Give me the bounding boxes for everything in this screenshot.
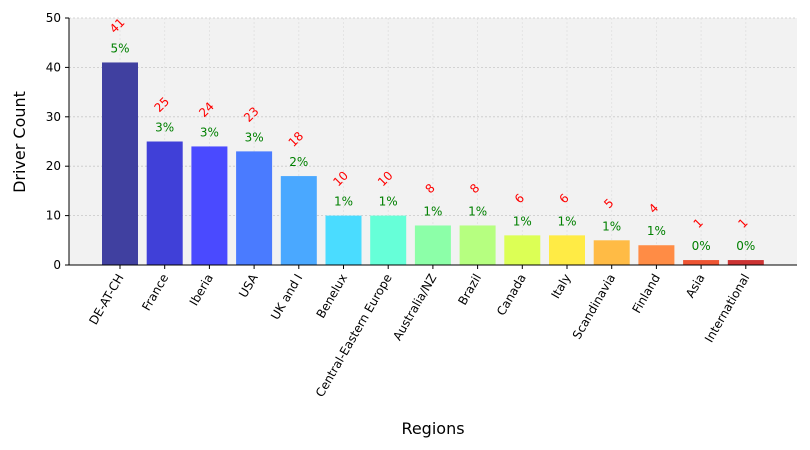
y-axis-title: Driver Count (10, 91, 29, 193)
bar (504, 235, 541, 265)
percent-label: 1% (557, 214, 576, 228)
y-tick-label: 10 (46, 209, 61, 223)
bar (146, 141, 183, 265)
bar (727, 260, 764, 265)
x-tick-label: Brazil (455, 271, 484, 307)
x-tick-label: Canada (494, 272, 529, 319)
x-tick-label: DE-AT-CH (86, 272, 126, 328)
bar (414, 225, 451, 265)
bar (236, 151, 273, 265)
bar (191, 146, 228, 265)
x-tick-label: Finland (629, 272, 663, 316)
percent-label: 1% (468, 204, 487, 218)
x-tick-label: Australia/NZ (390, 272, 439, 343)
percent-label: 3% (155, 121, 174, 135)
x-tick-label: Benelux (314, 272, 350, 321)
bar (102, 62, 138, 266)
percent-label: 5% (110, 41, 129, 55)
x-tick-label: Italy (548, 272, 573, 302)
y-axis-ticks: 0 10 20 30 40 50 (46, 11, 69, 272)
y-tick-label: 0 (53, 258, 61, 272)
percent-label: 3% (245, 130, 264, 144)
percent-label: 3% (200, 125, 219, 139)
percent-label: 1% (647, 224, 666, 238)
x-axis-ticks: DE-AT-CH France Iberia USA UK and I BeneluxCe… (86, 265, 752, 399)
percent-label: 1% (513, 214, 532, 228)
x-tick-label: Scandinavia (570, 272, 619, 342)
percent-label: 1% (602, 219, 621, 233)
bar (549, 235, 585, 265)
x-tick-label: Iberia (187, 272, 216, 309)
y-tick-label: 20 (46, 159, 61, 173)
percent-label: 1% (334, 195, 353, 209)
percent-label: 2% (289, 155, 308, 169)
percent-label: 0% (736, 239, 755, 253)
bar (325, 215, 362, 265)
bar (370, 215, 407, 265)
percent-label: 1% (423, 204, 442, 218)
x-axis-title: Regions (401, 419, 464, 438)
x-tick-label: International (702, 272, 752, 345)
bar (459, 225, 496, 265)
x-tick-label: France (139, 272, 171, 314)
x-tick-label: Asia (683, 272, 708, 301)
bar (638, 245, 675, 265)
x-tick-label: Central-Eastern Europe (313, 272, 395, 400)
percent-label: 0% (692, 239, 711, 253)
bars (102, 62, 764, 266)
y-tick-label: 50 (46, 11, 61, 25)
bar (280, 176, 317, 265)
bar (683, 260, 720, 265)
x-tick-label: UK and I (268, 272, 305, 323)
percent-label: 1% (379, 195, 398, 209)
x-tick-label: USA (236, 271, 261, 300)
y-tick-label: 40 (46, 60, 61, 74)
bar (593, 240, 630, 265)
y-tick-label: 30 (46, 110, 61, 124)
